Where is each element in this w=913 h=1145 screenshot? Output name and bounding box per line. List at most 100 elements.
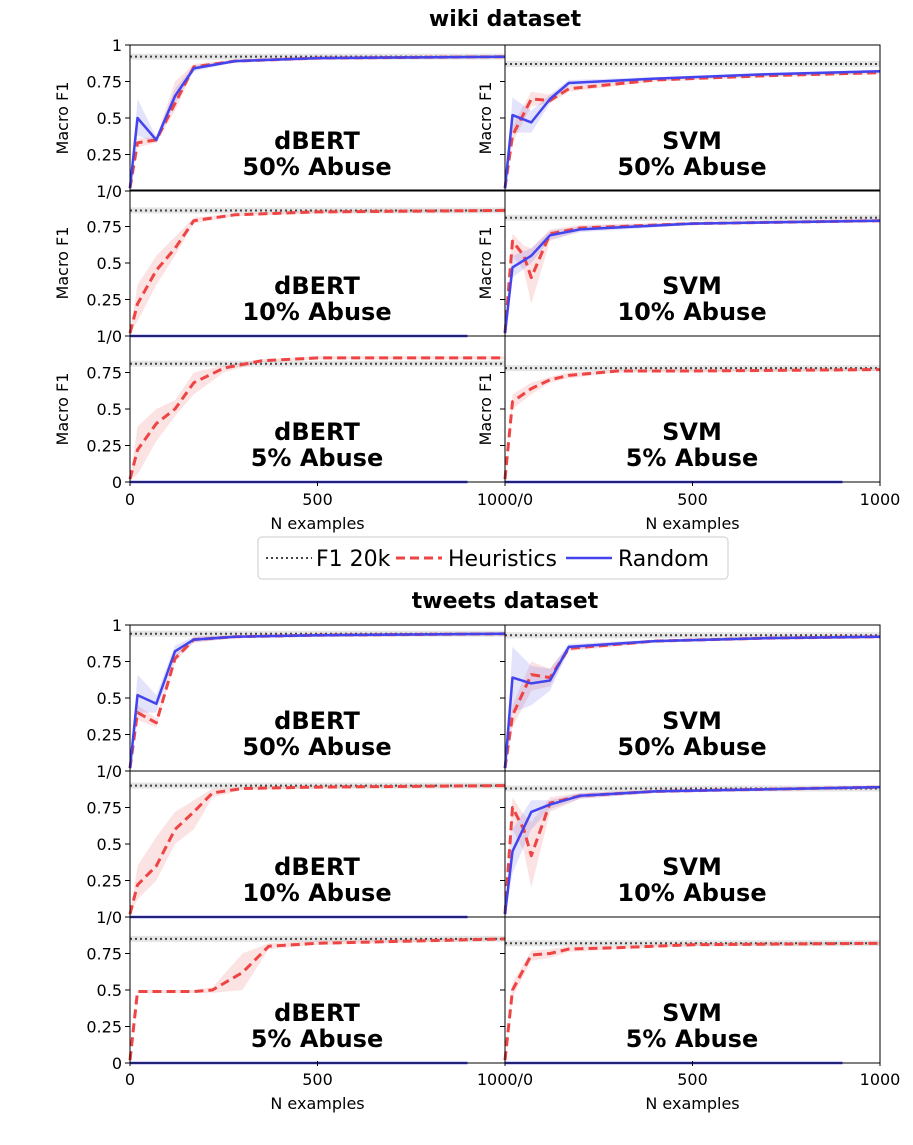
y-tick-label: 0.25: [86, 872, 122, 891]
x-tick-label: 1000: [860, 1070, 901, 1089]
line-heuristics: [128, 356, 505, 480]
f1-20k-band: [505, 60, 880, 67]
f1-20k-band: [130, 360, 505, 367]
panel-label-abuse: 50% Abuse: [242, 733, 391, 761]
panel-label-model: SVM: [662, 418, 722, 446]
band-heuristics: [505, 941, 880, 1061]
panel-label-abuse: 50% Abuse: [617, 733, 766, 761]
y-tick-label: 1/0: [96, 762, 122, 781]
panel-label-model: SVM: [662, 999, 722, 1027]
panel-label-abuse: 5% Abuse: [626, 444, 759, 472]
legend-box: [257, 536, 729, 580]
y-axis-label: Macro F1: [476, 82, 495, 155]
f1-20k-band: [505, 632, 880, 639]
panel-label-abuse: 5% Abuse: [251, 444, 384, 472]
line-random: [503, 70, 881, 189]
y-tick-label: 1/0: [96, 327, 122, 346]
y-tick-label: 1/0: [96, 182, 122, 201]
y-tick-label: 0.5: [97, 109, 122, 128]
line-heuristics: [503, 219, 881, 334]
legend-label: F1 20k: [316, 547, 391, 572]
line-random: [128, 632, 506, 769]
panel-label-abuse: 50% Abuse: [242, 153, 391, 181]
y-axis-label: Macro F1: [476, 227, 495, 300]
panel-label-model: SVM: [662, 127, 722, 155]
f1-20k-band: [505, 365, 880, 372]
panel-label-model: dBERT: [274, 127, 360, 155]
x-tick-label: 0: [125, 490, 135, 509]
y-tick-label: 0.5: [97, 835, 122, 854]
line-heuristics: [503, 71, 881, 189]
legend-label: Random: [618, 547, 709, 572]
line-random: [503, 635, 881, 769]
line-heuristics: [128, 937, 506, 1061]
y-tick-label: 0: [112, 473, 122, 492]
x-tick-label: 500: [302, 1070, 333, 1089]
y-tick-label: 0.75: [86, 364, 122, 383]
y-tick-label: 1/0: [96, 908, 122, 927]
y-tick-label: 0.75: [86, 799, 122, 818]
y-tick-label: 0.75: [86, 945, 122, 964]
x-axis-label: N examples: [645, 514, 739, 533]
panel-label-abuse: 10% Abuse: [617, 298, 766, 326]
panel-label-model: dBERT: [274, 707, 360, 735]
panel-label-model: dBERT: [274, 418, 360, 446]
y-tick-label: 0.75: [86, 653, 122, 672]
x-axis-label: N examples: [645, 1094, 739, 1113]
legend-label: Heuristics: [448, 547, 557, 572]
chart-title: tweets dataset: [412, 589, 599, 614]
panel-label-model: SVM: [662, 272, 722, 300]
panel-label-abuse: 10% Abuse: [242, 298, 391, 326]
line-random: [128, 55, 506, 189]
x-tick-label: 1000: [860, 490, 901, 509]
panel-label-abuse: 5% Abuse: [251, 1025, 384, 1053]
f1-20k-band: [505, 785, 880, 792]
x-tick-label: 1000/0: [477, 1070, 533, 1089]
x-tick-label: 500: [677, 490, 708, 509]
panel-label-model: dBERT: [274, 272, 360, 300]
line-random: [503, 785, 881, 915]
y-tick-label: 0.25: [86, 291, 122, 310]
y-axis-label: Macro F1: [53, 373, 72, 446]
line-random: [503, 219, 881, 334]
y-tick-label: 0.5: [97, 689, 122, 708]
y-axis-label: Macro F1: [476, 373, 495, 446]
f1-20k-band: [505, 214, 880, 221]
y-tick-label: 0.5: [97, 981, 122, 1000]
y-tick-label: 0.25: [86, 1018, 122, 1037]
f1-20k-band: [130, 935, 505, 942]
y-tick-label: 0.25: [86, 146, 122, 165]
y-tick-label: 0.25: [86, 726, 122, 745]
y-tick-label: 0.5: [97, 400, 122, 419]
panel-label-model: SVM: [662, 853, 722, 881]
panel-label-abuse: 5% Abuse: [626, 1025, 759, 1053]
x-axis-label: N examples: [270, 514, 364, 533]
y-tick-label: 0.75: [86, 218, 122, 237]
y-tick-label: 1: [112, 616, 122, 635]
y-tick-label: 0.75: [86, 73, 122, 92]
y-tick-label: 0: [112, 1054, 122, 1073]
x-axis-label: N examples: [270, 1094, 364, 1113]
line-heuristics: [503, 368, 881, 480]
panel-label-abuse: 10% Abuse: [242, 879, 391, 907]
panel-label-model: dBERT: [274, 999, 360, 1027]
y-tick-label: 0.25: [86, 437, 122, 456]
y-axis-label: Macro F1: [53, 227, 72, 300]
x-tick-label: 1000/0: [477, 490, 533, 509]
x-tick-label: 500: [677, 1070, 708, 1089]
line-heuristics: [128, 784, 506, 915]
chart-title: wiki dataset: [429, 7, 582, 32]
